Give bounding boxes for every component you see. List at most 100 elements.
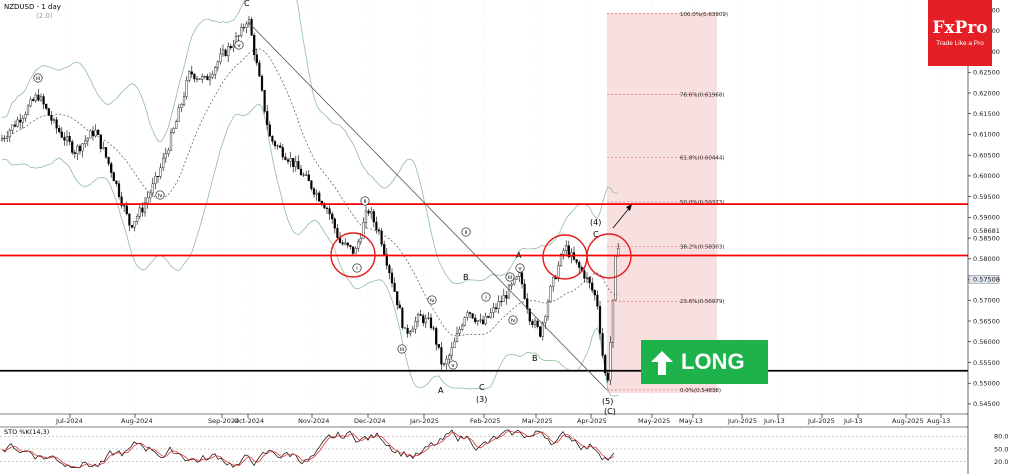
time-tick-label: Aug-13	[927, 417, 950, 425]
candle-body	[372, 211, 375, 223]
logo-tagline: Trade Like a Pro	[936, 40, 984, 47]
candle-body	[552, 277, 555, 287]
candle-body	[188, 71, 191, 81]
price-tick-label: 0.60000	[973, 172, 1000, 180]
candle-body	[78, 145, 82, 152]
candle-body	[110, 163, 113, 173]
candle-body	[567, 245, 570, 258]
candle-body	[258, 62, 261, 77]
candle-body	[34, 94, 37, 101]
candle-body	[377, 229, 381, 232]
wave-label: C	[593, 230, 599, 239]
candle-body	[380, 230, 383, 245]
candle-body	[182, 96, 186, 105]
candle-body	[344, 242, 347, 245]
wave-marker	[33, 73, 43, 83]
wave-label: A	[438, 386, 444, 395]
price-tick-label: 0.61500	[973, 110, 1000, 118]
candle-body	[193, 73, 196, 80]
candle-body	[336, 228, 339, 238]
candle-body	[52, 119, 56, 121]
wave-marker	[515, 263, 525, 273]
candle-body	[351, 246, 355, 254]
candle-body	[289, 158, 292, 162]
candle-body	[354, 248, 357, 254]
candle-body	[383, 244, 386, 255]
candle-body	[266, 111, 269, 125]
candle-body	[593, 290, 596, 296]
time-tick-label: Apr-2025	[577, 417, 607, 425]
candle-body	[403, 327, 407, 329]
candle-body	[502, 295, 505, 302]
candle-body	[133, 221, 136, 228]
wave-label: B	[532, 354, 538, 363]
price-tick-label: 0.59500	[973, 193, 1000, 201]
candle-body	[156, 176, 160, 178]
candle-body	[45, 104, 48, 109]
candle-body	[76, 145, 79, 154]
candle-body	[484, 316, 487, 325]
candle-body	[6, 136, 9, 139]
candle-body	[120, 196, 123, 206]
candle-body	[401, 307, 404, 328]
candle-body	[180, 104, 183, 108]
candle-body	[273, 141, 277, 146]
roman-wave-label: iii	[36, 76, 41, 82]
candle-body	[406, 328, 409, 334]
candle-body	[29, 99, 32, 107]
candle-body	[500, 301, 503, 303]
candle-body	[591, 282, 594, 291]
price-tick-label: 0.62500	[973, 69, 1000, 77]
candle-body	[546, 301, 550, 317]
candle-body	[526, 298, 529, 310]
stoch-k-line	[1, 429, 615, 468]
candle-body	[315, 192, 318, 195]
candle-body	[286, 159, 290, 162]
candle-body	[453, 341, 456, 349]
moving-average	[1, 48, 619, 337]
candle-body	[585, 277, 589, 279]
candle-body	[276, 145, 279, 147]
candle-body	[471, 313, 474, 319]
time-tick-label: Oct-2024	[234, 417, 264, 425]
candle-body	[175, 121, 178, 129]
candle-body	[214, 67, 217, 75]
price-tick-label: 0.60500	[973, 151, 1000, 159]
candle-body	[115, 180, 118, 184]
candle-body	[341, 242, 344, 245]
candle-body	[58, 127, 61, 133]
candle-body	[167, 149, 170, 154]
fib-label: 78.6%(0.61968)	[680, 92, 725, 98]
wave-label: (3)	[476, 395, 487, 404]
wave-labels: CABC(3)AB(4)C(5)(C)iiiivviiiiiiivviiiiii…	[33, 0, 616, 416]
candle-body	[284, 156, 287, 160]
candle-body	[37, 94, 40, 101]
time-tick-label: May-13	[679, 417, 703, 425]
candle-body	[541, 322, 544, 337]
roman-wave-label: v	[451, 363, 455, 369]
candle-body	[424, 317, 427, 324]
candle-body	[154, 176, 157, 184]
candle-body	[112, 172, 115, 182]
candle-body	[60, 131, 63, 138]
candle-body	[461, 325, 464, 330]
candle-body	[549, 286, 552, 302]
candle-body	[364, 210, 368, 223]
candle-body	[416, 314, 420, 322]
up-arrow-icon	[651, 351, 673, 375]
candle-body	[32, 99, 35, 101]
candle-body	[328, 208, 331, 215]
candle-body	[250, 19, 253, 36]
candle-body	[206, 76, 209, 81]
candle-body	[229, 46, 232, 49]
candle-body	[492, 307, 495, 313]
candle-body	[211, 74, 214, 78]
current-price-label: 0.57508	[973, 276, 1000, 284]
candle-body	[518, 272, 521, 277]
candle-body	[253, 35, 256, 55]
candle-body	[299, 168, 303, 176]
current-price-box	[968, 275, 1000, 284]
lower-band	[1, 103, 619, 397]
candle-body	[151, 183, 154, 194]
